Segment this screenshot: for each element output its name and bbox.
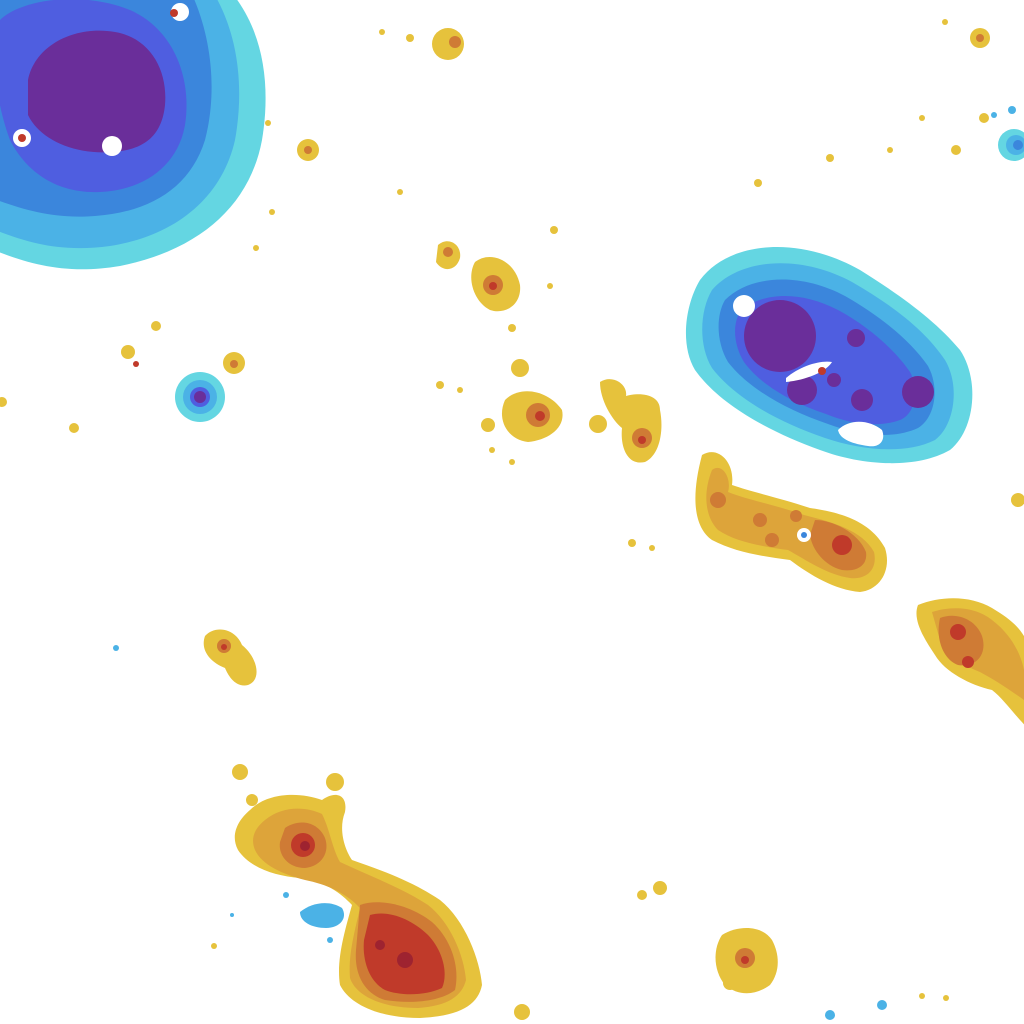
warm-region-bottom-center xyxy=(715,928,778,994)
warm-cluster-center xyxy=(436,241,662,463)
warm-region-bottom-left xyxy=(232,764,482,1018)
cool-spot-left xyxy=(175,372,225,422)
warm-spot-left xyxy=(203,352,257,686)
scattered-warm-dots xyxy=(0,19,1024,1020)
warm-chain-right xyxy=(695,452,1024,725)
scattered-cool-dots xyxy=(113,106,1016,1020)
cool-region-top-left xyxy=(0,0,266,270)
cool-spot-right-edge xyxy=(998,129,1024,161)
cool-region-right xyxy=(685,247,973,464)
